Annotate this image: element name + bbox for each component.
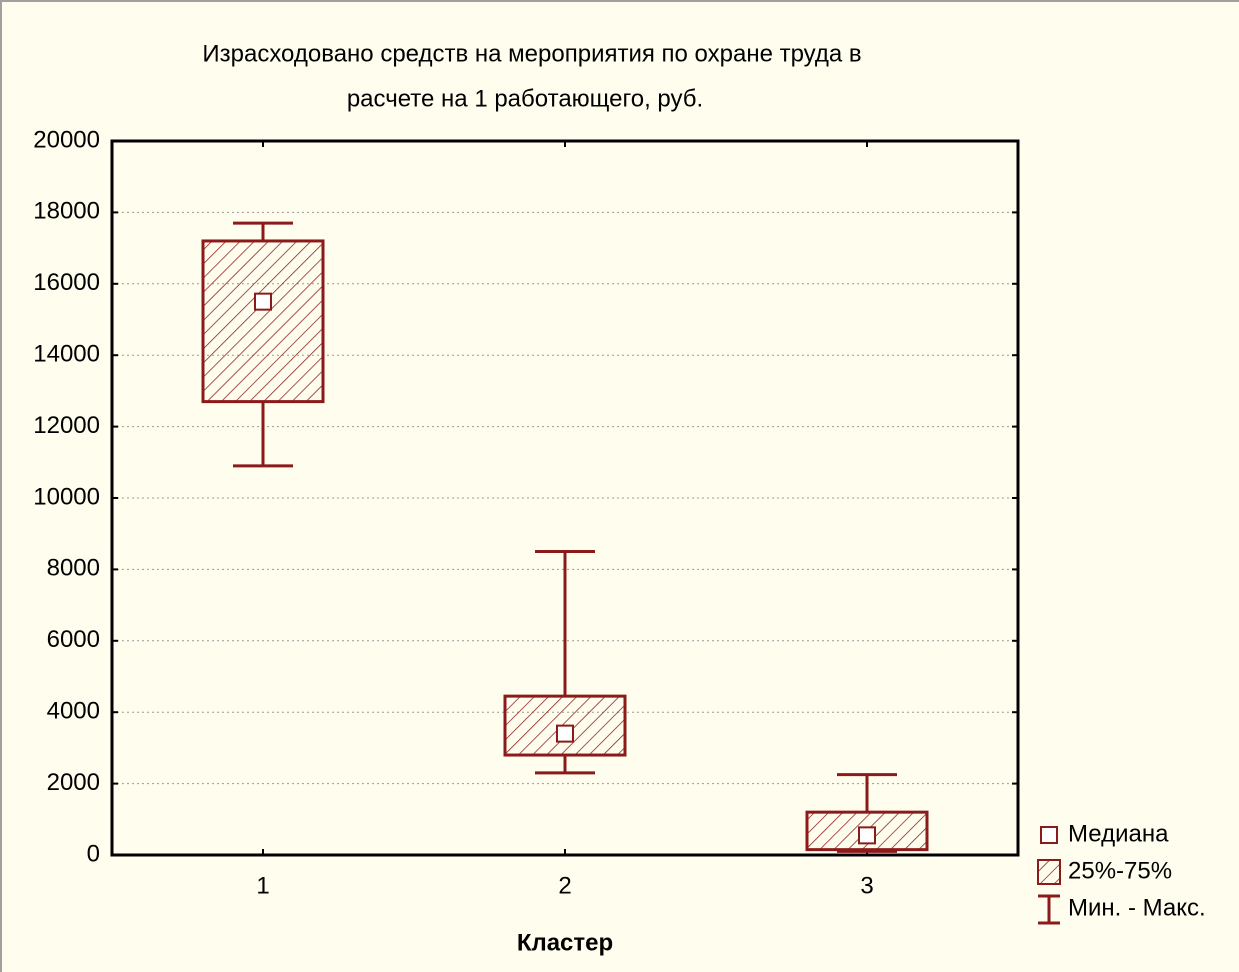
y-tick-label: 12000: [33, 412, 100, 439]
median: [254, 292, 272, 311]
median: [858, 826, 876, 845]
chart-title: Израсходовано средств на мероприятия по …: [202, 40, 861, 67]
x-tick-label: 2: [558, 872, 571, 899]
x-tick-label: 1: [256, 872, 269, 899]
y-tick-label: 4000: [47, 698, 100, 725]
box: [201, 239, 325, 404]
y-tick-label: 6000: [47, 626, 100, 653]
y-tick-label: 20000: [33, 126, 100, 153]
y-tick-label: 16000: [33, 269, 100, 296]
y-tick-label: 0: [87, 840, 100, 867]
y-tick-label: 2000: [47, 769, 100, 796]
y-tick-label: 8000: [47, 555, 100, 582]
legend-swatch: [1037, 859, 1061, 885]
y-tick-label: 14000: [33, 341, 100, 368]
legend-label: Медиана: [1068, 820, 1169, 847]
median: [556, 724, 574, 743]
legend-swatch: [1040, 826, 1058, 844]
legend-label: 25%-75%: [1068, 857, 1172, 884]
chart-title: расчете на 1 работающего, руб.: [347, 85, 703, 112]
x-axis-label: Кластер: [517, 929, 613, 956]
x-tick-label: 3: [860, 872, 873, 899]
y-tick-label: 18000: [33, 198, 100, 225]
legend-swatch: [1038, 894, 1060, 925]
legend-label: Мин. - Макс.: [1068, 894, 1206, 921]
y-tick-label: 10000: [33, 483, 100, 510]
